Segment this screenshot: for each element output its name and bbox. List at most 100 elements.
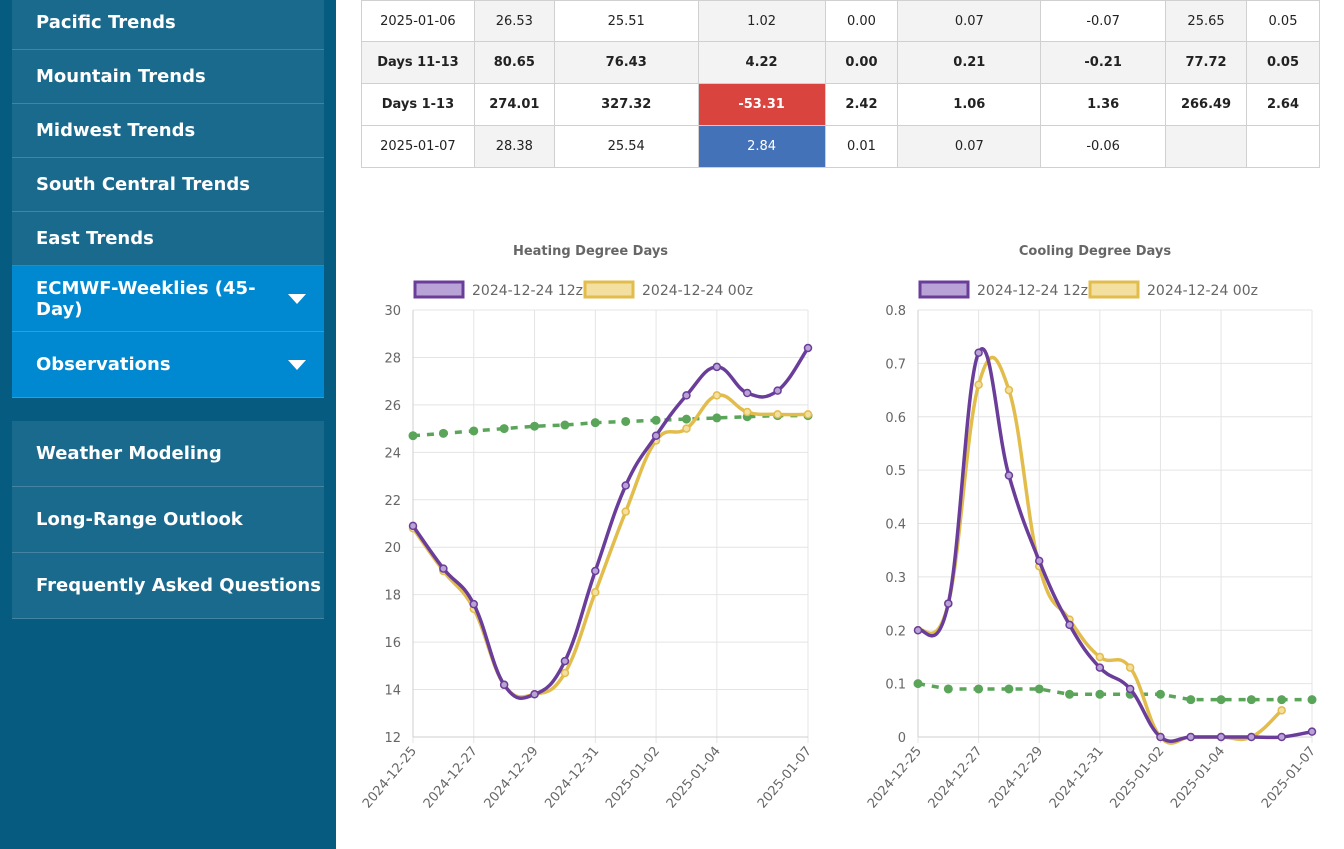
- data-point[interactable]: [621, 481, 630, 490]
- data-point[interactable]: [803, 343, 813, 353]
- data-point[interactable]: [1095, 663, 1105, 672]
- nav-observations-label: Observations: [36, 354, 171, 375]
- nav-long-range-outlook[interactable]: Long-Range Outlook: [12, 487, 324, 553]
- data-point[interactable]: [1095, 689, 1105, 699]
- data-point[interactable]: [1277, 695, 1287, 705]
- data-point[interactable]: [1065, 620, 1074, 630]
- data-point[interactable]: [1065, 689, 1075, 699]
- data-point[interactable]: [1246, 695, 1256, 705]
- data-point[interactable]: [913, 679, 923, 689]
- data-point[interactable]: [1004, 684, 1014, 694]
- nav-midwest-trends[interactable]: Midwest Trends: [12, 104, 324, 158]
- data-point[interactable]: [1034, 684, 1044, 694]
- nav-ecmwf-weeklies-dropdown[interactable]: ECMWF-Weeklies (45-Day): [12, 266, 324, 332]
- data-point[interactable]: [1277, 706, 1286, 715]
- data-point[interactable]: [408, 521, 418, 531]
- data-point[interactable]: [742, 407, 752, 417]
- nav-east-trends[interactable]: East Trends: [12, 212, 324, 266]
- data-point[interactable]: [408, 431, 418, 441]
- data-point[interactable]: [682, 391, 691, 400]
- data-point[interactable]: [1307, 695, 1317, 705]
- data-point[interactable]: [651, 431, 661, 440]
- data-point[interactable]: [621, 416, 631, 426]
- data-point[interactable]: [469, 599, 479, 609]
- data-point[interactable]: [712, 413, 722, 423]
- data-point[interactable]: [1125, 684, 1135, 694]
- data-point[interactable]: [1155, 689, 1165, 699]
- data-point[interactable]: [1034, 556, 1044, 566]
- data-point[interactable]: [712, 391, 722, 400]
- nav-mountain-trends[interactable]: Mountain Trends: [12, 50, 324, 104]
- y-tick-label: 26: [384, 399, 401, 414]
- data-point[interactable]: [499, 680, 509, 690]
- legend-swatch: [918, 280, 970, 299]
- data-point[interactable]: [943, 684, 953, 694]
- legend-label[interactable]: 2024-12-24 00z: [1147, 283, 1258, 299]
- data-point[interactable]: [439, 564, 448, 573]
- x-tick-label: 2024-12-31: [542, 744, 602, 812]
- table-cell: 25.54: [553, 125, 699, 168]
- data-point[interactable]: [681, 414, 691, 424]
- table-cell: Days 11-13: [361, 41, 475, 84]
- x-tick-label: 2025-01-04: [1168, 744, 1228, 812]
- legend-label[interactable]: 2024-12-24 00z: [642, 283, 753, 299]
- series-line: [916, 347, 1313, 743]
- table-cell: 2.64: [1246, 83, 1320, 126]
- data-point[interactable]: [773, 410, 782, 419]
- caret-down-icon: [288, 359, 306, 370]
- data-point[interactable]: [1004, 471, 1014, 480]
- data-point[interactable]: [1156, 732, 1165, 742]
- data-point[interactable]: [560, 420, 570, 430]
- data-point[interactable]: [591, 588, 600, 597]
- data-point[interactable]: [1216, 695, 1226, 705]
- data-point[interactable]: [1186, 732, 1196, 742]
- legend-label[interactable]: 2024-12-24 12z: [472, 283, 583, 299]
- data-point[interactable]: [438, 428, 448, 438]
- data-point[interactable]: [560, 668, 570, 678]
- data-point[interactable]: [1307, 727, 1317, 736]
- nav-pacific-trends[interactable]: Pacific Trends: [12, 0, 324, 50]
- data-point[interactable]: [974, 348, 983, 357]
- data-point[interactable]: [682, 424, 691, 433]
- nav-group-regions: Pacific Trends Mountain Trends Midwest T…: [12, 0, 324, 398]
- data-point[interactable]: [530, 690, 539, 699]
- data-point[interactable]: [742, 388, 752, 398]
- data-point[interactable]: [803, 410, 813, 419]
- legend-label[interactable]: 2024-12-24 12z: [977, 283, 1088, 299]
- data-point[interactable]: [560, 656, 570, 666]
- y-tick-label: 0.4: [885, 518, 906, 533]
- data-point[interactable]: [773, 386, 782, 395]
- nav-observations-dropdown[interactable]: Observations: [12, 332, 324, 398]
- data-point[interactable]: [651, 415, 661, 425]
- data-point[interactable]: [944, 599, 953, 608]
- data-point[interactable]: [913, 626, 923, 635]
- table-cell: 0.01: [824, 125, 899, 168]
- data-point[interactable]: [1277, 732, 1286, 742]
- table-row: 2025-01-07 28.38 25.54 2.84 0.01 0.07 -0…: [361, 125, 1320, 168]
- data-point[interactable]: [530, 421, 540, 431]
- data-point[interactable]: [1004, 385, 1014, 395]
- nav-weather-modeling[interactable]: Weather Modeling: [12, 421, 324, 487]
- data-point[interactable]: [469, 426, 479, 436]
- data-point[interactable]: [712, 362, 722, 372]
- nav-south-central-trends[interactable]: South Central Trends: [12, 158, 324, 212]
- y-tick-label: 0.5: [885, 464, 906, 479]
- data-point[interactable]: [590, 418, 600, 428]
- data-point[interactable]: [1216, 732, 1226, 742]
- table-row: 2025-01-06 26.53 25.51 1.02 0.00 0.07 -0…: [361, 0, 1320, 42]
- y-tick-label: 20: [384, 541, 401, 556]
- x-tick-label: 2024-12-27: [421, 744, 481, 812]
- y-tick-label: 30: [384, 304, 401, 319]
- data-point[interactable]: [621, 507, 630, 516]
- y-tick-label: 18: [384, 589, 401, 604]
- data-point[interactable]: [1247, 732, 1256, 742]
- data-point[interactable]: [591, 566, 600, 576]
- data-point[interactable]: [1186, 695, 1196, 705]
- data-point[interactable]: [499, 424, 509, 434]
- data-point[interactable]: [974, 380, 983, 389]
- data-point[interactable]: [974, 684, 984, 694]
- data-point[interactable]: [1095, 652, 1105, 662]
- data-point[interactable]: [1125, 663, 1135, 672]
- nav-faq[interactable]: Frequently Asked Questions: [12, 553, 324, 619]
- table-cell: 0.07: [897, 0, 1042, 42]
